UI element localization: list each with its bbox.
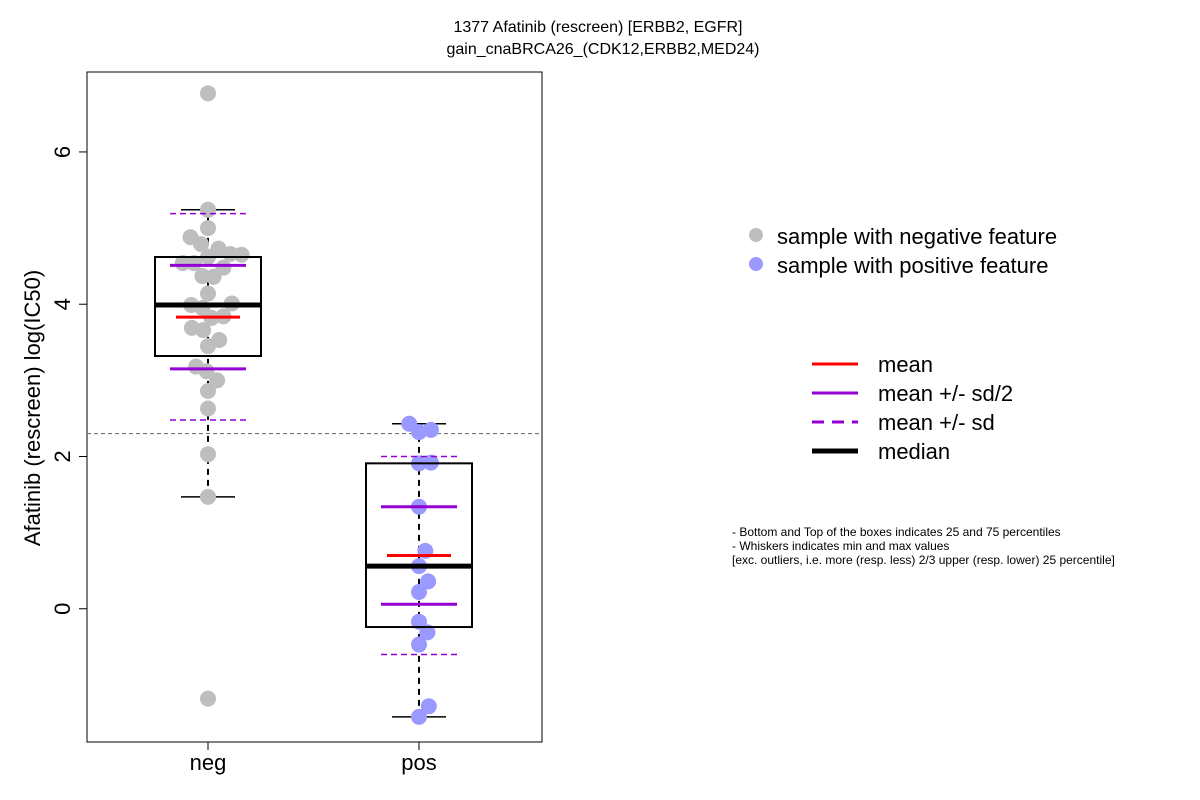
note-line-0: - Bottom and Top of the boxes indicates … (732, 525, 1061, 539)
data-point (200, 488, 216, 505)
group-neg (154, 85, 262, 707)
legend-marker-negative (749, 228, 763, 242)
legend: sample with negative feature sample with … (749, 224, 1057, 464)
x-tick-label-pos: pos (401, 750, 436, 775)
y-tick-label: 0 (50, 603, 75, 615)
data-point (200, 400, 216, 417)
data-point (186, 255, 202, 272)
legend-marker-positive (749, 257, 763, 271)
plot-frame (86, 71, 543, 743)
legend-label-positive: sample with positive feature (777, 253, 1048, 278)
data-point (200, 383, 216, 400)
group-pos (365, 415, 473, 725)
data-point (200, 85, 216, 102)
notes: - Bottom and Top of the boxes indicates … (732, 525, 1115, 567)
y-tick-label: 2 (50, 450, 75, 462)
legend-line-label-1: mean +/- sd/2 (878, 381, 1013, 406)
legend-line-label-3: median (878, 439, 950, 464)
data-point (200, 446, 216, 463)
data-point (200, 201, 216, 218)
data-point (419, 624, 436, 641)
chart-title-line2: gain_cnaBRCA26_(CDK12,ERBB2,MED24) (446, 41, 759, 58)
y-axis-label: Afatinib (rescreen) log(IC50) (20, 270, 45, 546)
data-point (200, 690, 216, 707)
y-tick-label: 4 (50, 298, 75, 310)
chart-title-line1: 1377 Afatinib (rescreen) [ERBB2, EGFR] (453, 19, 742, 36)
legend-label-negative: sample with negative feature (777, 224, 1057, 249)
data-point (174, 255, 191, 272)
data-point (233, 246, 250, 263)
data-point (200, 338, 216, 355)
plot-area: 0 2 4 6 neg pos (50, 71, 543, 775)
legend-line-label-2: mean +/- sd (878, 410, 995, 435)
note-line-2: [exc. outliers, i.e. more (resp. less) 2… (732, 553, 1115, 567)
data-point (411, 708, 427, 725)
data-point (411, 636, 427, 653)
data-point (411, 424, 427, 441)
legend-line-label-0: mean (878, 352, 933, 377)
y-tick-label: 6 (50, 146, 75, 158)
data-point (420, 573, 437, 590)
note-line-1: - Whiskers indicates min and max values (732, 539, 949, 553)
data-point (209, 372, 226, 389)
data-point (420, 698, 437, 715)
x-tick-label-neg: neg (190, 750, 227, 775)
data-point (195, 322, 212, 339)
data-point (411, 584, 427, 601)
data-point (198, 363, 215, 380)
data-point (200, 285, 216, 302)
data-point (205, 268, 222, 285)
data-point (200, 220, 216, 237)
data-point (422, 421, 439, 438)
data-point (193, 236, 209, 253)
iqr-box (365, 462, 473, 629)
